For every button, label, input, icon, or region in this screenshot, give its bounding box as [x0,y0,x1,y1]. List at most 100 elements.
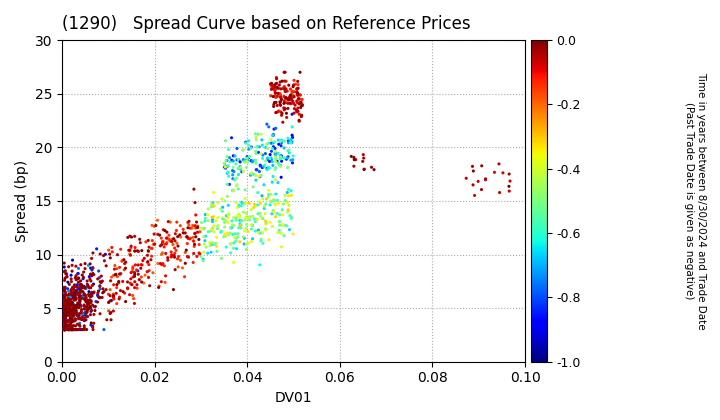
Point [260,201,271,207]
Point [222,212,233,218]
Point [73,285,85,291]
Point [58,306,70,313]
Point [68,301,79,307]
Point [276,230,287,237]
Point [294,118,305,125]
Point [68,294,79,301]
Point [174,222,186,229]
Point [285,92,297,98]
Point [58,302,70,309]
Point [270,99,282,106]
Point [278,201,289,207]
Point [76,310,87,316]
Point [81,297,92,304]
Point [199,218,211,224]
Point [87,270,99,277]
Point [250,148,261,155]
Point [59,284,71,291]
Point [60,303,71,310]
Point [238,234,249,240]
Point [276,158,287,165]
Point [71,326,82,333]
Point [161,239,173,246]
Point [279,88,291,95]
Point [230,217,242,223]
Point [88,290,99,297]
Point [189,241,200,248]
Point [266,85,278,92]
Point [73,291,85,297]
Point [148,241,159,248]
Point [192,223,203,230]
Point [273,160,284,167]
Point [60,315,71,322]
Point [106,274,117,281]
Point [173,253,184,260]
Point [86,255,97,262]
Point [281,156,292,163]
Point [280,78,292,84]
Point [66,326,77,333]
Point [67,310,78,317]
Point [156,241,168,248]
Point [257,155,269,162]
Point [243,215,254,222]
Point [64,302,76,309]
Point [69,281,81,288]
Point [117,278,128,285]
Point [265,155,276,161]
Point [143,267,155,274]
Point [163,218,174,225]
Point [233,224,245,231]
Point [85,271,96,278]
Point [71,310,82,316]
Point [107,291,119,297]
Point [216,255,228,262]
Point [58,268,70,275]
Point [253,229,264,236]
Point [123,247,135,254]
Point [274,218,285,225]
Point [274,162,285,169]
Point [291,108,302,115]
Point [294,69,306,76]
Point [274,99,286,105]
Point [120,259,132,265]
Point [279,83,290,90]
Point [266,198,277,205]
Point [60,299,71,306]
Point [122,278,133,285]
Point [276,139,287,146]
Point [208,213,220,220]
Point [81,310,92,317]
Point [166,238,178,245]
Point [86,307,97,314]
Point [207,241,218,248]
Point [208,241,220,248]
Point [76,282,88,289]
Point [275,94,287,100]
Point [256,215,268,222]
Point [291,109,302,116]
Point [246,144,257,150]
Point [60,311,71,318]
Point [61,310,73,316]
Point [292,89,303,96]
Point [66,316,78,323]
Point [238,168,249,175]
Point [208,202,220,209]
Point [71,286,83,293]
Point [259,210,271,217]
Point [66,301,78,308]
Point [282,208,294,215]
Point [65,299,76,305]
Point [60,299,71,306]
Point [84,293,96,300]
Point [70,326,81,333]
Point [111,300,122,307]
Point [233,171,244,178]
Point [74,326,86,333]
Point [476,163,487,169]
Point [246,144,257,151]
Point [269,89,281,96]
